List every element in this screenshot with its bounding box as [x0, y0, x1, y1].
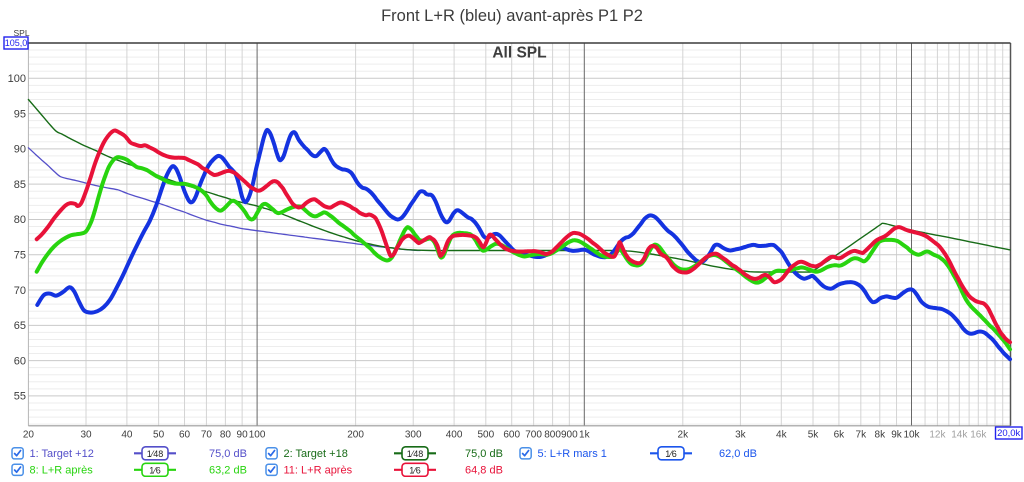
svg-text:8k: 8k — [875, 430, 887, 441]
svg-text:90: 90 — [237, 430, 249, 441]
svg-text:100: 100 — [8, 73, 26, 85]
svg-text:500: 500 — [477, 430, 494, 441]
svg-text:5k: 5k — [808, 430, 820, 441]
svg-text:80: 80 — [14, 214, 26, 226]
svg-text:20,0k: 20,0k — [997, 428, 1020, 439]
svg-text:100: 100 — [249, 430, 266, 441]
svg-text:8: L+R après: 8: L+R après — [30, 465, 94, 477]
svg-text:75: 75 — [14, 250, 26, 262]
svg-text:1⁄6: 1⁄6 — [665, 449, 677, 459]
svg-text:60: 60 — [179, 430, 191, 441]
svg-text:SPL: SPL — [14, 28, 30, 38]
svg-text:55: 55 — [14, 391, 26, 403]
svg-text:14k: 14k — [951, 430, 968, 441]
svg-text:105,0: 105,0 — [5, 38, 28, 48]
svg-text:65: 65 — [14, 320, 26, 332]
svg-text:Front L+R (bleu) avant-après P: Front L+R (bleu) avant-après P1 P2 — [381, 7, 643, 25]
svg-text:1⁄6: 1⁄6 — [409, 465, 421, 475]
svg-text:60: 60 — [14, 355, 26, 367]
svg-text:30: 30 — [80, 430, 92, 441]
svg-text:20: 20 — [23, 430, 35, 441]
svg-text:70: 70 — [14, 285, 26, 297]
svg-text:2k: 2k — [678, 430, 690, 441]
svg-text:4k: 4k — [776, 430, 788, 441]
svg-text:200: 200 — [347, 430, 364, 441]
svg-text:90: 90 — [14, 144, 26, 156]
svg-text:70: 70 — [201, 430, 213, 441]
svg-text:600: 600 — [503, 430, 520, 441]
svg-text:16k: 16k — [970, 430, 987, 441]
svg-text:3k: 3k — [735, 430, 747, 441]
svg-text:300: 300 — [405, 430, 422, 441]
svg-text:1⁄48: 1⁄48 — [407, 449, 424, 459]
svg-text:6k: 6k — [834, 430, 846, 441]
svg-text:7k: 7k — [856, 430, 868, 441]
svg-text:All SPL: All SPL — [492, 45, 546, 62]
svg-text:1⁄48: 1⁄48 — [147, 449, 164, 459]
svg-text:95: 95 — [14, 108, 26, 120]
svg-text:85: 85 — [14, 179, 26, 191]
svg-text:700: 700 — [525, 430, 542, 441]
svg-text:12k: 12k — [929, 430, 946, 441]
svg-text:5: L+R mars 1: 5: L+R mars 1 — [538, 448, 607, 460]
svg-text:1k: 1k — [579, 430, 591, 441]
svg-text:63,2 dB: 63,2 dB — [209, 465, 247, 477]
svg-text:400: 400 — [446, 430, 463, 441]
svg-text:75,0 dB: 75,0 dB — [465, 448, 503, 460]
svg-text:2: Target +18: 2: Target +18 — [284, 448, 348, 460]
svg-text:80: 80 — [220, 430, 232, 441]
svg-text:40: 40 — [121, 430, 133, 441]
svg-text:900: 900 — [561, 430, 578, 441]
svg-text:50: 50 — [153, 430, 165, 441]
svg-text:800: 800 — [544, 430, 561, 441]
svg-text:10k: 10k — [903, 430, 920, 441]
svg-text:62,0 dB: 62,0 dB — [719, 448, 757, 460]
svg-text:64,8 dB: 64,8 dB — [465, 465, 503, 477]
svg-text:11: L+R après: 11: L+R après — [284, 465, 353, 477]
svg-text:9k: 9k — [891, 430, 903, 441]
svg-text:75,0 dB: 75,0 dB — [209, 448, 247, 460]
svg-text:1: Target +12: 1: Target +12 — [30, 448, 94, 460]
svg-text:1⁄6: 1⁄6 — [149, 465, 161, 475]
